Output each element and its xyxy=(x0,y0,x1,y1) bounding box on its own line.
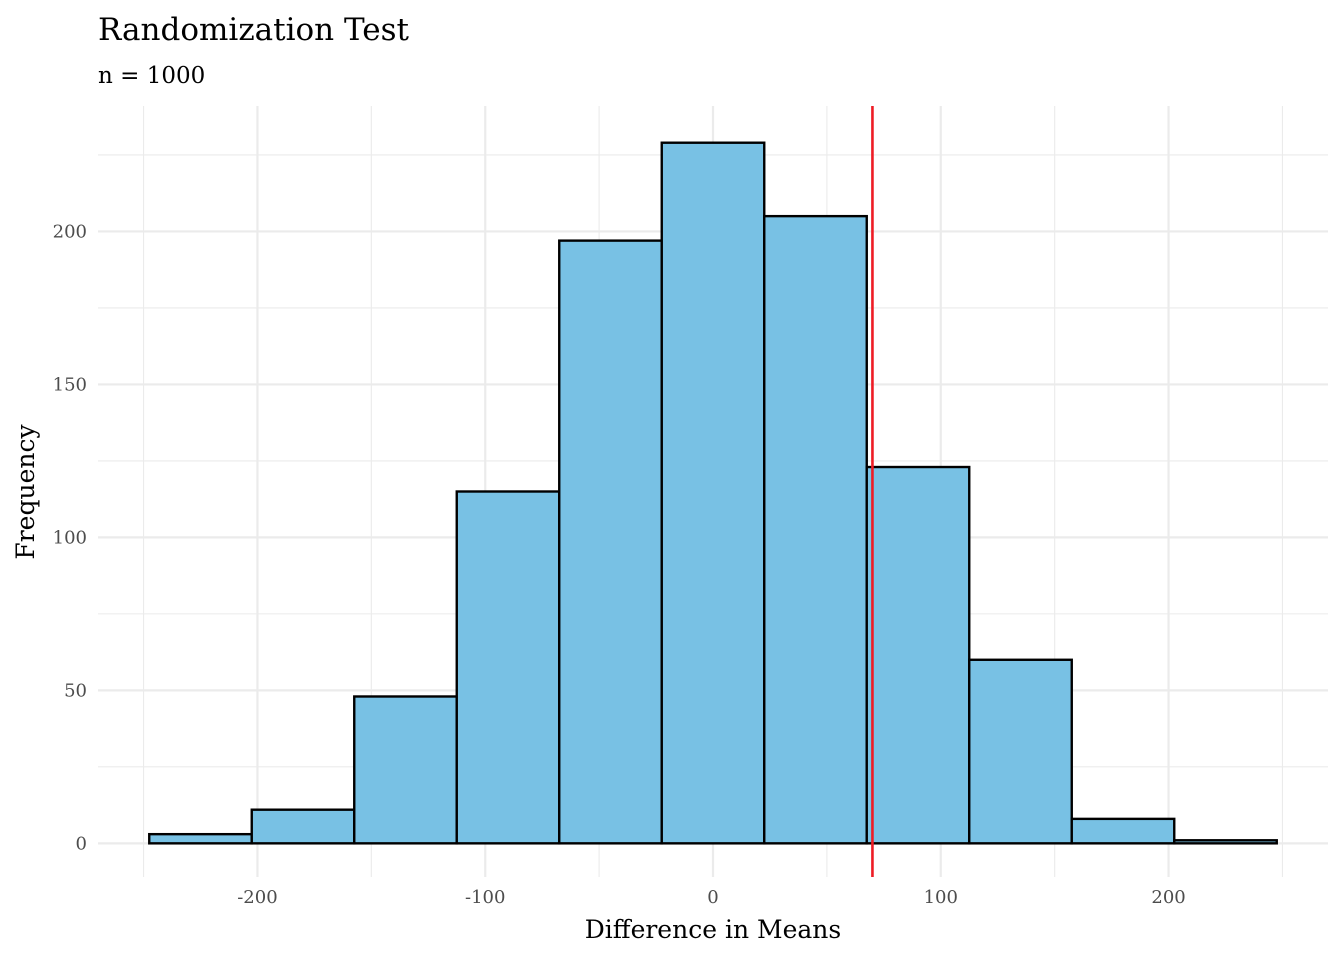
histogram-bar-3 xyxy=(353,695,458,845)
y-axis-title: Frequency xyxy=(11,424,40,560)
x-tick-label: -200 xyxy=(237,887,277,908)
x-tick-label: 200 xyxy=(1151,887,1185,908)
y-tick-label: 0 xyxy=(76,833,87,854)
chart-subtitle: n = 1000 xyxy=(98,63,205,89)
histogram-bar-10 xyxy=(1070,817,1176,845)
y-tick-label: 150 xyxy=(53,374,87,395)
y-tick-label: 50 xyxy=(64,680,87,701)
histogram-bar-5 xyxy=(558,239,663,845)
histogram-bar-1 xyxy=(148,832,253,845)
histogram-bar-9 xyxy=(968,658,1073,845)
y-tick-label: 200 xyxy=(53,221,87,242)
x-tick-label: -100 xyxy=(465,887,505,908)
chart-title: Randomization Test xyxy=(98,12,410,48)
x-axis-title: Difference in Means xyxy=(585,915,841,944)
histogram-bar-8 xyxy=(865,465,971,845)
y-tick-label: 100 xyxy=(53,527,87,548)
histogram-bar-11 xyxy=(1173,839,1278,845)
histogram-bar-2 xyxy=(250,808,356,845)
x-tick-label: 0 xyxy=(707,887,718,908)
histogram-bars xyxy=(148,141,1278,845)
y-axis-tick-labels: 0 50 100 150 200 xyxy=(53,221,87,854)
x-tick-label: 100 xyxy=(924,887,958,908)
histogram-bar-4 xyxy=(455,490,561,845)
histogram-bar-6 xyxy=(660,141,766,845)
histogram-bar-7 xyxy=(763,214,868,845)
x-axis-tick-labels: -200 -100 0 100 200 xyxy=(237,887,1186,908)
